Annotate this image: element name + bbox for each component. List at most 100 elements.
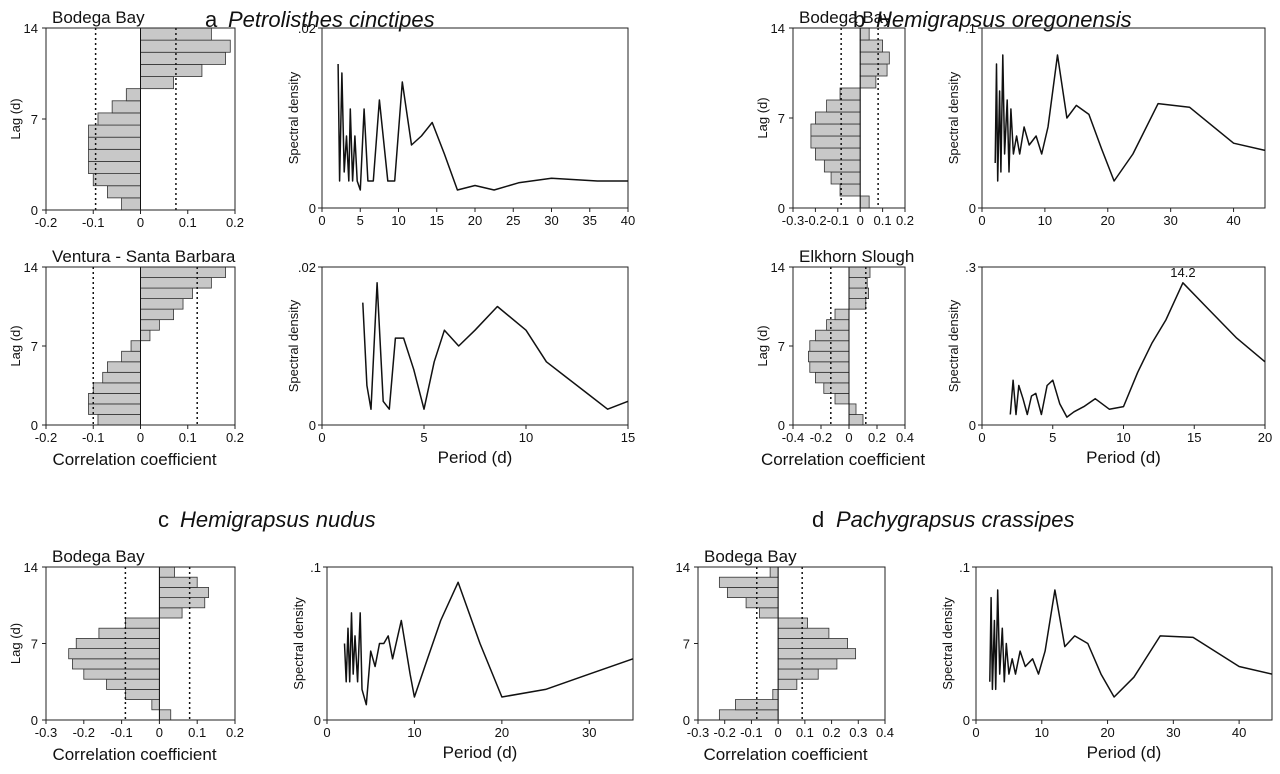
x-tick-label: 0.2 bbox=[226, 725, 244, 740]
x-tick-label: 10 bbox=[391, 213, 405, 228]
ccf-bar bbox=[848, 277, 868, 289]
x-tick-label: -0.3 bbox=[687, 725, 709, 740]
x-tick-label: 0 bbox=[845, 430, 852, 445]
ccf-bar bbox=[102, 371, 141, 384]
y-tick-label: 0 bbox=[309, 418, 316, 433]
y-tick-label: 7 bbox=[31, 339, 38, 354]
y-tick-label: 14 bbox=[24, 260, 38, 275]
y-tick-label: 14 bbox=[676, 560, 690, 575]
x-tick-label: 0 bbox=[156, 725, 163, 740]
ccf-bar bbox=[97, 414, 141, 426]
x-tick-label: 35 bbox=[583, 213, 597, 228]
y-axis-label: Spectral density bbox=[286, 71, 301, 164]
spectral-density-line bbox=[337, 63, 628, 191]
ccf-bar bbox=[848, 414, 864, 426]
x-tick-label: 0 bbox=[318, 213, 325, 228]
ccf-bar bbox=[777, 638, 849, 650]
ccf-bar bbox=[859, 195, 870, 209]
spectral-density-line bbox=[1009, 282, 1266, 418]
ccf-bar bbox=[111, 100, 141, 114]
x-tick-label: -0.2 bbox=[35, 430, 57, 445]
ccf-bar bbox=[745, 597, 779, 609]
y-tick-label: 0 bbox=[778, 201, 785, 216]
x-tick-label: 0.1 bbox=[188, 725, 206, 740]
chart-a1-ccf: -0.2 -0.1 0 0.1 0.2 0 7 14 Bodega Bay Lag (d) bbox=[8, 8, 244, 230]
x-tick-label: 5 bbox=[357, 213, 364, 228]
y-tick-label: 7 bbox=[31, 637, 38, 652]
x-tick-label: -0.2 bbox=[714, 725, 736, 740]
ccf-bar bbox=[809, 340, 850, 352]
x-tick-label: 0 bbox=[978, 430, 985, 445]
x-axis-label: Period (d) bbox=[443, 743, 518, 762]
ccf-bar bbox=[777, 617, 808, 629]
x-tick-label: 10 bbox=[1038, 213, 1052, 228]
ccf-bar bbox=[140, 308, 174, 321]
x-tick-label: 10 bbox=[1035, 725, 1049, 740]
ccf-bar bbox=[777, 627, 830, 639]
spectral-density-line bbox=[989, 589, 1273, 698]
x-tick-label: -0.1 bbox=[740, 725, 762, 740]
ccf-bar bbox=[839, 183, 861, 197]
ccf-bar bbox=[140, 329, 151, 342]
ccf-bar bbox=[158, 709, 172, 721]
x-tick-label: 0 bbox=[775, 725, 782, 740]
chart-d1-psd: 0 10 20 30 40 0 .1 Spectral density Period (d) bbox=[940, 560, 1273, 762]
ccf-bar bbox=[859, 75, 877, 89]
y-axis-label: Lag (d) bbox=[755, 325, 770, 366]
ccf-bar bbox=[72, 658, 160, 670]
x-tick-label: -0.2 bbox=[810, 430, 832, 445]
chart-a1-psd: 0 5 10 15 20 25 30 35 40 0 .02 Spectral density bbox=[286, 21, 635, 228]
ccf-bar bbox=[810, 123, 861, 137]
x-axis-label: Correlation coefficient bbox=[761, 450, 925, 469]
y-tick-label: .1 bbox=[310, 560, 321, 575]
chart-b1-psd: 0 10 20 30 40 0 .1 Spectral density bbox=[946, 21, 1266, 228]
y-tick-label: .02 bbox=[298, 260, 316, 275]
x-tick-label: 30 bbox=[544, 213, 558, 228]
ccf-bar bbox=[158, 587, 209, 599]
ccf-bar bbox=[158, 607, 183, 619]
x-tick-label: 0.1 bbox=[796, 725, 814, 740]
ccf-bar bbox=[777, 648, 857, 660]
x-tick-label: -0.3 bbox=[782, 213, 804, 228]
x-tick-label: 10 bbox=[1116, 430, 1130, 445]
x-tick-label: 10 bbox=[519, 430, 533, 445]
ccf-bar bbox=[726, 587, 779, 599]
ccf-bar bbox=[815, 111, 861, 125]
ccf-bar bbox=[97, 112, 141, 126]
ccf-bar bbox=[848, 298, 867, 310]
panel-heading-d: d Pachygrapsus crassipes bbox=[812, 507, 1074, 532]
y-tick-label: .1 bbox=[959, 560, 970, 575]
x-tick-label: 40 bbox=[1226, 213, 1240, 228]
spectral-density-line bbox=[994, 54, 1266, 182]
ccf-bar bbox=[809, 361, 850, 373]
x-tick-label: 0.1 bbox=[179, 430, 197, 445]
ccf-bar bbox=[839, 87, 861, 101]
ccf-bar bbox=[859, 51, 890, 65]
x-tick-label: -0.1 bbox=[82, 430, 104, 445]
x-tick-label: 0.1 bbox=[179, 215, 197, 230]
spectral-density-line bbox=[362, 282, 629, 410]
x-tick-label: 15 bbox=[621, 430, 635, 445]
y-tick-label: 14 bbox=[24, 560, 38, 575]
panel-letter: d bbox=[812, 507, 824, 532]
x-tick-label: 20 bbox=[495, 725, 509, 740]
ccf-bar bbox=[859, 27, 870, 41]
ccf-bar bbox=[823, 159, 861, 173]
ccf-bar bbox=[140, 319, 160, 331]
x-tick-label: 20 bbox=[468, 213, 482, 228]
x-tick-label: 0.2 bbox=[226, 215, 244, 230]
axes-frame bbox=[975, 566, 1273, 721]
x-tick-label: 0.3 bbox=[849, 725, 867, 740]
species-name: Pachygrapsus crassipes bbox=[836, 507, 1074, 532]
ccf-bar bbox=[124, 689, 160, 701]
x-tick-label: -0.1 bbox=[827, 213, 849, 228]
ccf-bar bbox=[68, 648, 160, 660]
x-tick-label: 0.2 bbox=[226, 430, 244, 445]
y-tick-label: 0 bbox=[31, 203, 38, 218]
x-axis-label: Correlation coefficient bbox=[52, 745, 216, 764]
x-tick-label: 15 bbox=[1187, 430, 1201, 445]
x-tick-label: 0 bbox=[137, 215, 144, 230]
y-axis-label: Spectral density bbox=[940, 597, 955, 690]
x-tick-label: 5 bbox=[1049, 430, 1056, 445]
peak-annotation: 14.2 bbox=[1170, 265, 1195, 280]
